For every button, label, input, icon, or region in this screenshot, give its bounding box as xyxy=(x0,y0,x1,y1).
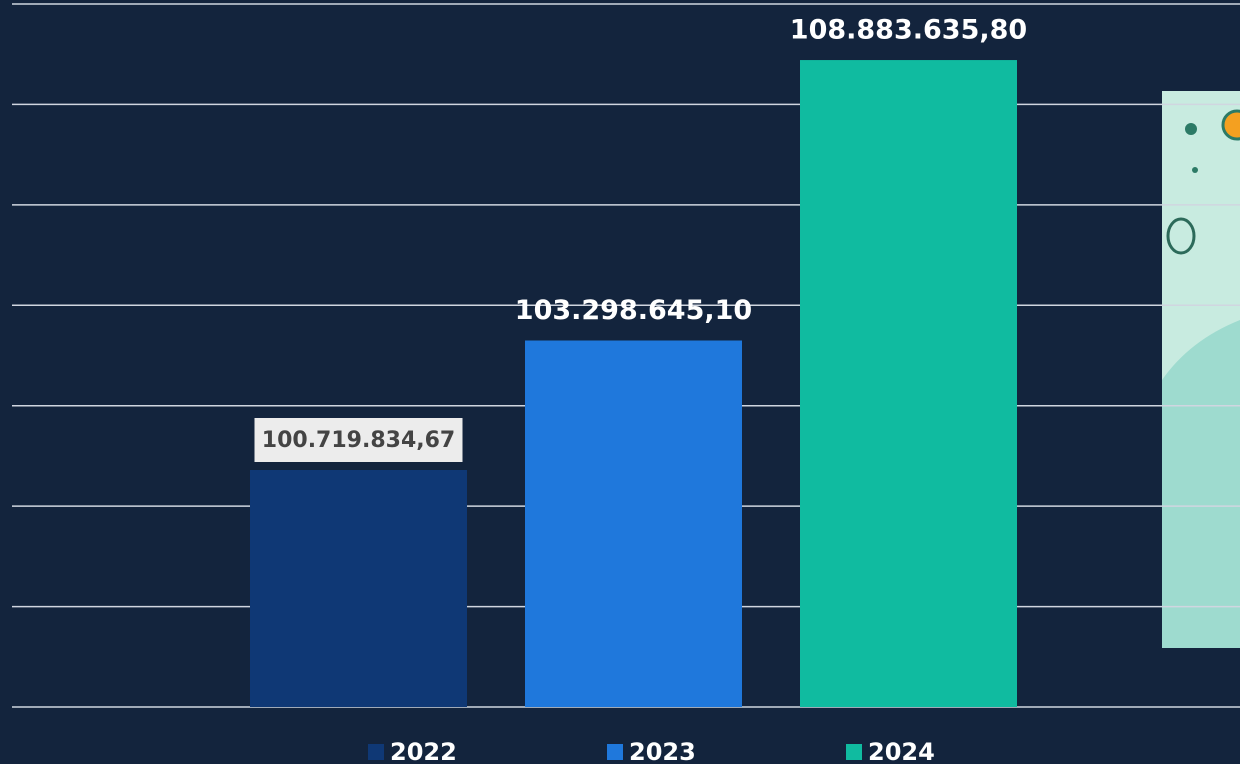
decoration xyxy=(1162,91,1240,648)
legend-label: 2024 xyxy=(868,738,935,764)
bar xyxy=(800,60,1017,707)
deco-dot xyxy=(1192,167,1198,173)
legend-label: 2023 xyxy=(629,738,696,764)
legend-swatch xyxy=(368,744,384,760)
bar xyxy=(250,469,467,707)
deco-shape xyxy=(1162,91,1240,380)
bar xyxy=(525,340,742,707)
legend-swatch xyxy=(607,744,623,760)
legend-label: 2022 xyxy=(390,738,457,764)
deco-dot xyxy=(1221,109,1240,141)
deco-ring xyxy=(1166,217,1196,255)
value-label: 103.298.645,10 xyxy=(515,295,752,326)
value-label: 100.719.834,67 xyxy=(262,428,455,453)
value-label: 108.883.635,80 xyxy=(790,15,1027,46)
legend-swatch xyxy=(846,744,862,760)
deco-dot xyxy=(1185,123,1197,135)
value-label-box xyxy=(254,417,463,462)
plot: 100.719.834,67 2022 103.298.645,10 2023 108.… xyxy=(12,3,1240,764)
